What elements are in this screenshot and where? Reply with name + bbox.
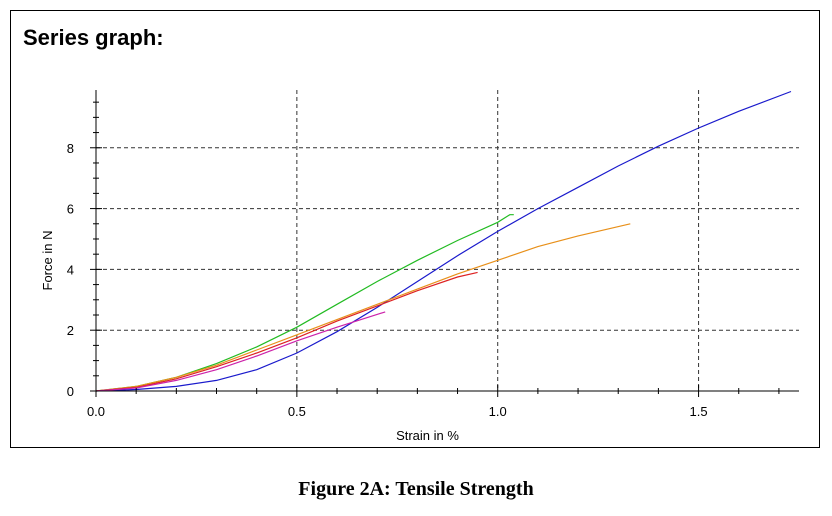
series-line-1 (95, 90, 792, 392)
y-tick-label: 0 (67, 384, 74, 399)
x-tick-label: 1.5 (690, 404, 708, 419)
x-tick-label: 1.0 (489, 404, 507, 419)
x-tick-label: 0.0 (87, 404, 105, 419)
y-tick-label: 4 (67, 262, 74, 277)
x-axis-label: Strain in % (396, 428, 459, 443)
series-line-4 (95, 271, 478, 392)
y-tick-label: 2 (67, 323, 74, 338)
panel-title: Series graph: (23, 25, 164, 50)
x-tick-label: 0.5 (288, 404, 306, 419)
series-group (95, 90, 792, 392)
tick-labels: 0 2 4 6 8 0.0 0.5 1.0 1.5 (67, 141, 708, 419)
series-line-5 (95, 311, 386, 392)
y-tick-label: 6 (67, 202, 74, 217)
ticks (90, 101, 780, 397)
y-tick-label: 8 (67, 141, 74, 156)
chart-svg: 0 2 4 6 8 0.0 0.5 1.0 1.5 Strain in % Force in N (40, 90, 799, 443)
y-axis-label: Force in N (40, 231, 55, 291)
series-line-3 (95, 223, 631, 392)
grid (96, 90, 799, 391)
series-line-2 (95, 214, 514, 392)
figure-caption: Figure 2A: Tensile Strength (298, 478, 534, 500)
axes (95, 90, 799, 392)
chart-panel: Series graph: (10, 10, 820, 448)
